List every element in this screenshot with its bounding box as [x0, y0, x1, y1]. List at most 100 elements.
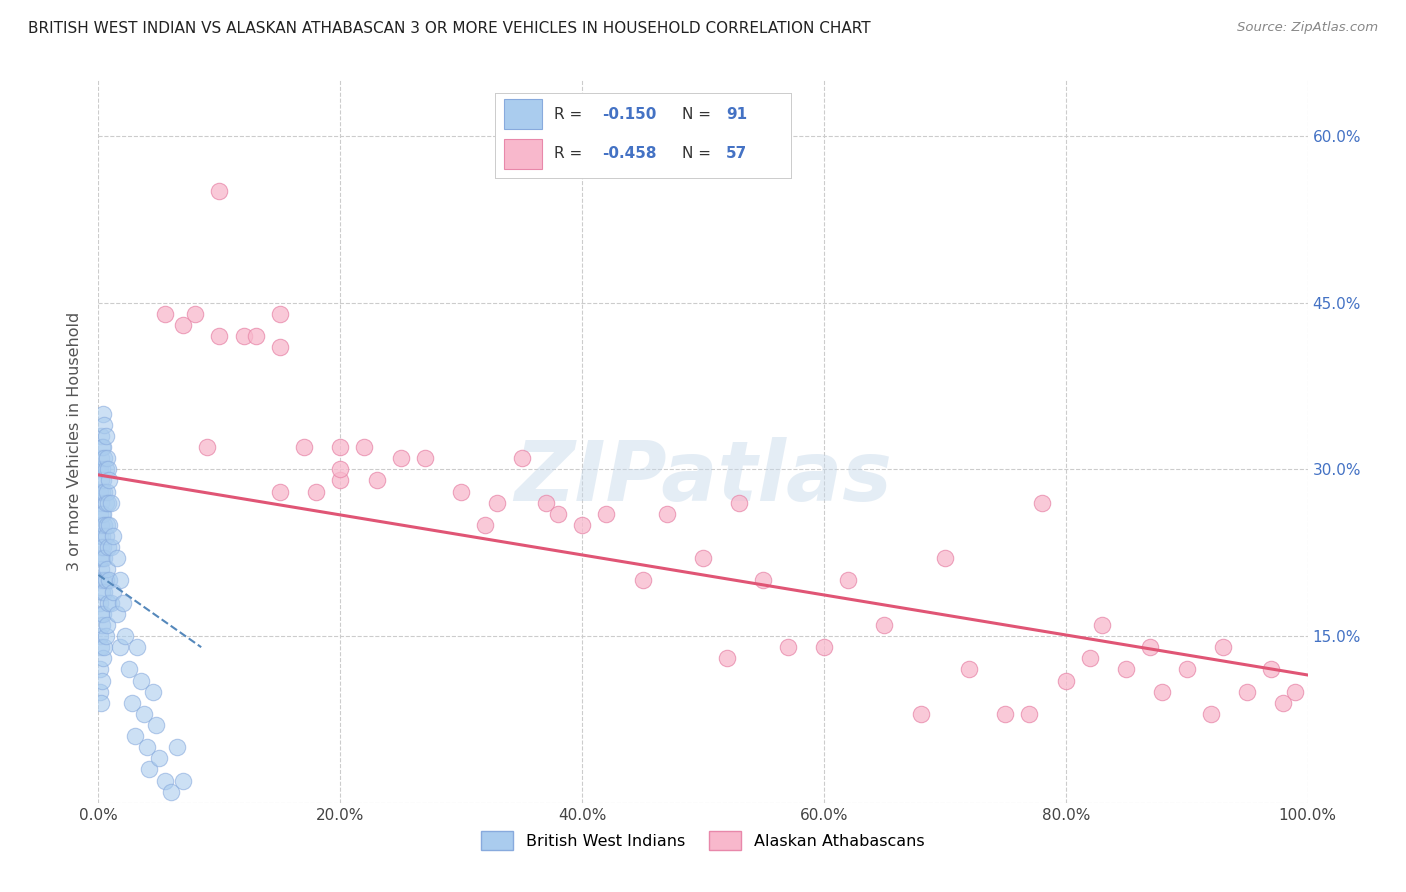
Point — [305, 484, 328, 499]
Point — [329, 474, 352, 488]
Point — [105, 551, 128, 566]
Point — [108, 640, 131, 655]
Point — [90, 640, 112, 655]
Point — [90, 496, 112, 510]
Point — [1272, 696, 1295, 710]
Point — [111, 596, 134, 610]
Point — [1260, 662, 1282, 676]
Point — [96, 618, 118, 632]
Point — [121, 696, 143, 710]
Y-axis label: 3 or more Vehicles in Household: 3 or more Vehicles in Household — [67, 312, 83, 571]
Point — [142, 684, 165, 698]
Point — [90, 562, 112, 576]
Point — [93, 517, 115, 532]
Point — [98, 574, 121, 588]
Point — [90, 474, 112, 488]
Point — [94, 496, 117, 510]
Point — [98, 474, 121, 488]
Point — [245, 329, 267, 343]
Point — [89, 529, 111, 543]
Point — [114, 629, 136, 643]
Point — [89, 484, 111, 499]
Point — [89, 684, 111, 698]
Point — [910, 706, 932, 721]
Point — [91, 407, 114, 421]
Point — [138, 763, 160, 777]
Point — [91, 584, 114, 599]
Point — [329, 462, 352, 476]
Point — [595, 507, 617, 521]
Point — [1115, 662, 1137, 676]
Point — [353, 440, 375, 454]
Point — [166, 740, 188, 755]
Point — [91, 673, 114, 688]
Point — [96, 484, 118, 499]
Point — [108, 574, 131, 588]
Point — [184, 307, 207, 321]
Point — [96, 562, 118, 576]
Point — [91, 551, 114, 566]
Point — [510, 451, 533, 466]
Point — [97, 496, 120, 510]
Point — [97, 462, 120, 476]
Point — [91, 574, 114, 588]
Point — [100, 540, 122, 554]
Point — [1054, 673, 1077, 688]
Point — [91, 607, 114, 621]
Point — [96, 517, 118, 532]
Point — [208, 185, 231, 199]
Point — [269, 340, 291, 354]
Point — [269, 484, 291, 499]
Point — [450, 484, 472, 499]
Point — [91, 484, 114, 499]
Point — [94, 629, 117, 643]
Point — [1139, 640, 1161, 655]
Point — [91, 507, 114, 521]
Point — [89, 662, 111, 676]
Point — [534, 496, 557, 510]
Point — [145, 718, 167, 732]
Point — [752, 574, 775, 588]
Legend: British West Indians, Alaskan Athabascans: British West Indians, Alaskan Athabascan… — [475, 825, 931, 856]
Point — [100, 596, 122, 610]
Point — [89, 507, 111, 521]
Point — [91, 540, 114, 554]
Point — [153, 773, 176, 788]
Point — [232, 329, 254, 343]
Point — [93, 417, 115, 432]
Point — [94, 574, 117, 588]
Point — [366, 474, 388, 488]
Point — [728, 496, 751, 510]
Point — [172, 773, 194, 788]
Point — [100, 496, 122, 510]
Point — [89, 596, 111, 610]
Point — [91, 474, 114, 488]
Point — [93, 640, 115, 655]
Point — [98, 517, 121, 532]
Point — [1091, 618, 1114, 632]
Point — [195, 440, 218, 454]
Point — [994, 706, 1017, 721]
Point — [97, 596, 120, 610]
Point — [101, 584, 124, 599]
Point — [269, 307, 291, 321]
Point — [474, 517, 496, 532]
Point — [91, 618, 114, 632]
Point — [90, 540, 112, 554]
Point — [94, 462, 117, 476]
Point — [1236, 684, 1258, 698]
Text: ZIPatlas: ZIPatlas — [515, 437, 891, 518]
Point — [716, 651, 738, 665]
Point — [776, 640, 799, 655]
Point — [105, 607, 128, 621]
Point — [692, 551, 714, 566]
Point — [89, 629, 111, 643]
Point — [1078, 651, 1101, 665]
Point — [127, 640, 149, 655]
Point — [124, 729, 146, 743]
Text: Source: ZipAtlas.com: Source: ZipAtlas.com — [1237, 21, 1378, 34]
Point — [129, 673, 152, 688]
Point — [101, 529, 124, 543]
Point — [91, 440, 114, 454]
Point — [631, 574, 654, 588]
